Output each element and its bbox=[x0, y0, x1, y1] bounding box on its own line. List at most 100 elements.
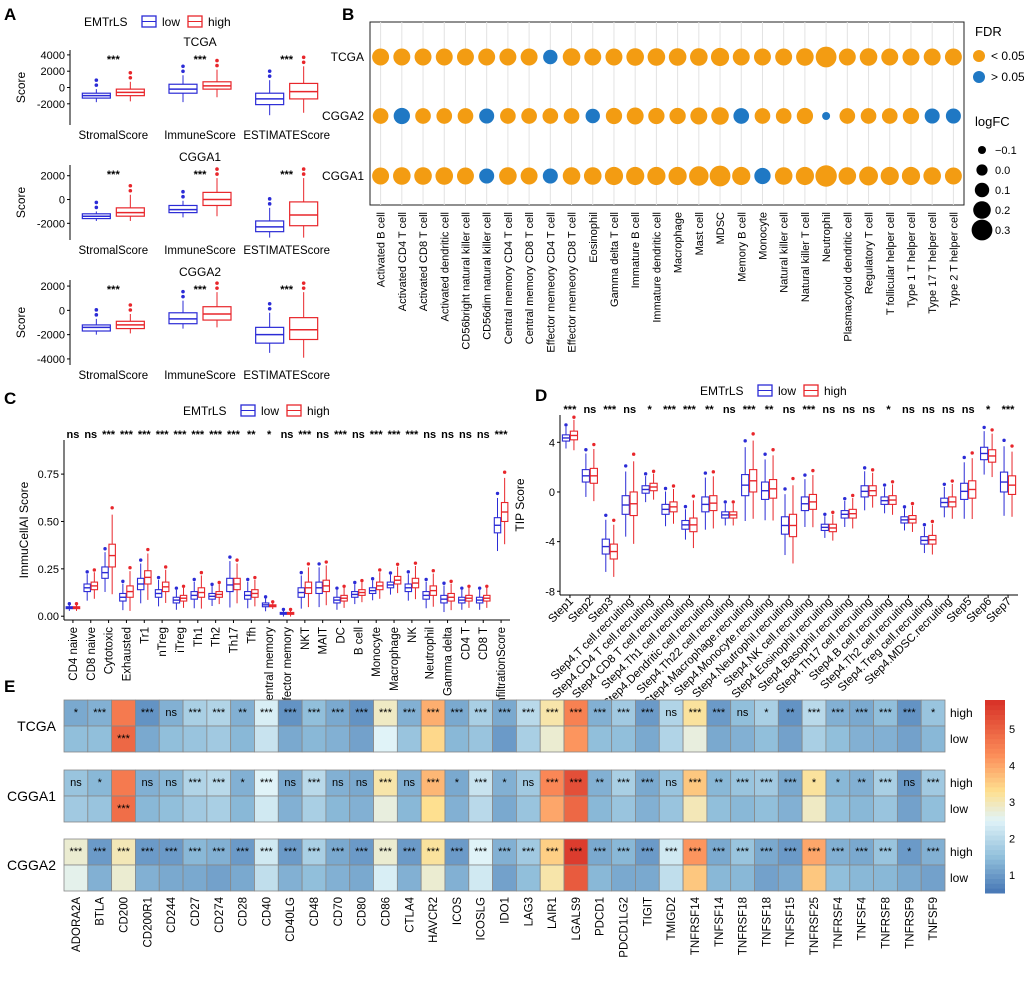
panel-a-y-tick-label: 2000 bbox=[41, 281, 65, 293]
panel-e-sig-label: *** bbox=[284, 707, 298, 719]
panel-e-cell bbox=[444, 864, 470, 892]
panel-c-sig-label: ns bbox=[423, 429, 436, 441]
panel-c-x-tick-label: Cytotoxic bbox=[104, 627, 116, 675]
panel-b-dot bbox=[626, 166, 645, 186]
panel-b-fdr-nonsig-label: > 0.05 bbox=[991, 70, 1024, 84]
panel-e-x-tick-label: TIGIT bbox=[642, 897, 654, 926]
panel-d-outlier bbox=[970, 451, 974, 455]
panel-e-x-tick-label: TNFRSF14 bbox=[690, 896, 702, 955]
panel-c-sig-label: ns bbox=[66, 429, 79, 441]
panel-c-outlier bbox=[210, 582, 214, 587]
panel-b-dot bbox=[822, 112, 831, 120]
panel-e-colorbar-step bbox=[985, 806, 1005, 812]
panel-b-dot bbox=[457, 108, 474, 124]
panel-e-sig-label: ns bbox=[142, 777, 154, 789]
panel-e-cell bbox=[730, 795, 755, 823]
panel-b-x-tick-label: Neutrophil bbox=[821, 212, 833, 262]
panel-c-outlier bbox=[288, 607, 293, 612]
panel-e-cell bbox=[373, 795, 398, 823]
panel-a-outlier bbox=[128, 75, 133, 80]
panel-c-x-tick-label: iTreg bbox=[175, 627, 187, 653]
panel-e-x-tick-label: PDCD1 bbox=[595, 897, 607, 936]
panel-e-cell bbox=[254, 725, 279, 753]
panel-e-x-tick-label: CD200 bbox=[119, 897, 131, 933]
panel-c-outlier bbox=[335, 586, 339, 590]
panel-b-dot bbox=[945, 108, 961, 124]
panel-a-outlier bbox=[128, 183, 133, 188]
panel-a-outlier bbox=[128, 188, 133, 193]
panel-c-y-tick-label: 0.50 bbox=[38, 516, 59, 528]
panel-b-dot bbox=[626, 48, 644, 66]
panel-e-sig-label: *** bbox=[903, 707, 917, 719]
panel-c-outlier bbox=[217, 580, 221, 585]
panel-a-x-tick-label: ESTIMATEScore bbox=[243, 245, 330, 257]
panel-a-outlier bbox=[181, 189, 185, 194]
panel-c-sig-label: *** bbox=[138, 429, 152, 441]
panel-d-outlier bbox=[811, 468, 815, 473]
panel-e-cell bbox=[754, 864, 779, 892]
panel-e-heatmap: TCGA* *** *** ns *** *** ** *** *** *** *** *** *** *… bbox=[7, 699, 1015, 958]
panel-e-x-tick-label: TNFSF18 bbox=[761, 897, 773, 947]
panel-e-sig-label: ** bbox=[238, 707, 247, 719]
panel-c-outlier bbox=[306, 562, 311, 566]
panel-e-sig-label: * bbox=[931, 707, 936, 719]
panel-e-sig-label: *** bbox=[522, 846, 536, 858]
panel-d-sig-label: *** bbox=[683, 404, 697, 416]
panel-c-legend-title: EMTrLS bbox=[183, 404, 227, 418]
panel-d-sig-label: ns bbox=[783, 404, 796, 416]
panel-e-colorbar-step bbox=[985, 815, 1005, 822]
panel-e-row-label: low bbox=[950, 871, 968, 885]
panel-e-cell bbox=[87, 795, 113, 823]
panel-b-dot bbox=[499, 48, 517, 66]
panel-b-x-tick-label: Type 17 T helper cell bbox=[927, 212, 939, 314]
panel-c-x-tick-label: Th17 bbox=[228, 627, 240, 653]
panel-e-cell bbox=[206, 725, 232, 753]
panel-b-dot bbox=[754, 108, 771, 124]
panel-b-dot bbox=[414, 167, 432, 185]
panel-d-outlier bbox=[683, 504, 688, 509]
panel-c-outlier bbox=[139, 558, 143, 562]
panel-c-x-tick-label: NKT bbox=[300, 627, 312, 650]
panel-e-cell bbox=[135, 795, 160, 823]
panel-e-sig-label: *** bbox=[641, 777, 655, 789]
panel-e-sig-label: *** bbox=[808, 846, 822, 858]
panel-e-cell bbox=[896, 795, 922, 823]
panel-d-outlier bbox=[731, 500, 735, 504]
panel-b-dot bbox=[584, 48, 602, 66]
panel-e-colorbar-step bbox=[985, 820, 1005, 826]
panel-a-sig-label: *** bbox=[107, 54, 121, 66]
panel-a-outlier bbox=[215, 281, 219, 285]
panel-e-colorbar-step bbox=[985, 888, 1005, 894]
panel-c-sig-label: *** bbox=[102, 429, 116, 441]
panel-e-cell bbox=[444, 795, 470, 823]
panel-c-ylabel: ImmuCellAI Score bbox=[17, 481, 31, 578]
panel-e-x-tick-label: ADORA2A bbox=[71, 897, 83, 952]
panel-a-boxplots: EMTrLS low high TCGA -2000 0 2000 4000 Score *** S… bbox=[14, 15, 330, 382]
panel-c-x-tick-label: Neutrophil bbox=[425, 627, 437, 679]
panel-e-cell bbox=[920, 795, 946, 823]
panel-b-x-tick-label: Activated CD8 T cell bbox=[418, 212, 430, 311]
panel-e-cell bbox=[111, 864, 136, 892]
panel-b-x-tick-label: Central memory CD4 T cell bbox=[503, 212, 515, 344]
panel-b-dot bbox=[880, 166, 899, 186]
panel-e-sig-label: *** bbox=[308, 846, 322, 858]
panel-e-sig-label: *** bbox=[498, 707, 512, 719]
panel-e-cell bbox=[635, 795, 660, 823]
panel-e-sig-label: *** bbox=[379, 707, 393, 719]
panel-b-dot bbox=[456, 167, 474, 185]
panel-d-sig-label: *** bbox=[603, 404, 617, 416]
panel-b-x-tick-label: CD56dim natural killer cell bbox=[482, 212, 494, 340]
panel-e-cell bbox=[896, 864, 922, 892]
panel-e-cell bbox=[730, 864, 755, 892]
panel-e-cell bbox=[396, 725, 422, 753]
panel-b-dot bbox=[647, 166, 666, 186]
panel-d-outlier bbox=[584, 448, 588, 452]
panel-e-sig-label: *** bbox=[498, 846, 512, 858]
panel-d-sig-label: * bbox=[886, 404, 891, 416]
panel-c-boxplot: 0.00 0.25 0.50 0.75 ImmuCellAI Score ns CD4 na… bbox=[17, 404, 510, 711]
panel-b-x-tick-label: Macrophage bbox=[673, 212, 685, 273]
panel-a-outlier bbox=[267, 202, 272, 206]
panel-b-dot bbox=[796, 107, 814, 125]
panel-c-outlier bbox=[431, 569, 435, 573]
panel-b-x-tick-label: Memory B cell bbox=[736, 212, 748, 282]
